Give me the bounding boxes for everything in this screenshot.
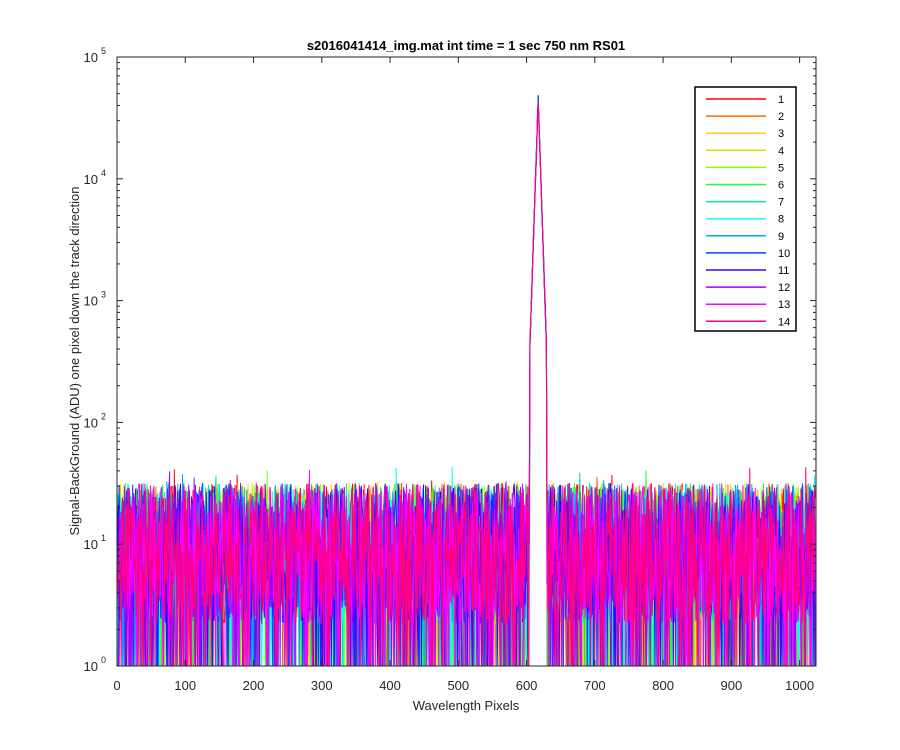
series-layer (117, 94, 816, 666)
y-axis-label: Signal-BackGround (ADU) one pixel down t… (67, 186, 82, 535)
y-tick-base: 10 (84, 172, 98, 187)
x-tick-label: 1000 (785, 678, 814, 693)
x-tick-label: 700 (584, 678, 606, 693)
series-line-14 (117, 101, 816, 666)
x-tick-label: 100 (174, 678, 196, 693)
x-axis: 0 100 200 300 400 500 600 700 800 900 1000 (113, 57, 814, 693)
x-tick-label: 600 (516, 678, 538, 693)
x-tick-label: 900 (721, 678, 743, 693)
x-tick-label: 500 (447, 678, 469, 693)
legend-label: 6 (778, 180, 784, 192)
legend-label: 9 (778, 231, 784, 243)
y-tick-exponent: 3 (101, 290, 106, 300)
legend-label: 14 (778, 316, 790, 328)
y-tick-label: 10 (84, 294, 98, 309)
y-tick-label: 10 (84, 50, 98, 65)
y-tick-exponent: 2 (101, 411, 106, 421)
axes-box (116, 56, 817, 667)
x-tick-label: 200 (243, 678, 265, 693)
y-tick-label: 10 (84, 659, 98, 674)
legend-label: 5 (778, 162, 784, 174)
y-tick-base: 10 (84, 659, 98, 674)
y-tick-exponent: 5 (101, 46, 106, 56)
y-tick-exponent: 0 (101, 655, 106, 665)
legend-label: 7 (778, 197, 784, 209)
legend-label: 4 (778, 145, 784, 157)
y-tick-label: 10 (84, 172, 98, 187)
chart-title: s2016041414_img.mat int time = 1 sec 750… (307, 38, 625, 53)
legend-label: 13 (778, 299, 790, 311)
y-tick-exponent: 1 (101, 533, 106, 543)
x-tick-label: 400 (379, 678, 401, 693)
x-tick-label: 0 (113, 678, 120, 693)
legend-label: 2 (778, 111, 784, 123)
y-tick-base: 10 (84, 537, 98, 552)
x-axis-label: Wavelength Pixels (413, 698, 520, 713)
legend-label: 1 (778, 94, 784, 106)
legend-box (694, 86, 797, 332)
y-tick-exponent: 4 (101, 168, 106, 178)
legend-label: 11 (778, 265, 789, 277)
y-tick-label: 10 (84, 415, 98, 430)
legend-label: 10 (778, 248, 790, 260)
legend-label: 8 (778, 214, 784, 226)
y-tick-base: 10 (84, 50, 98, 65)
y-tick-base: 10 (84, 415, 98, 430)
legend-label: 12 (778, 282, 790, 294)
y-tick-label: 10 (84, 537, 98, 552)
legend-label: 3 (778, 128, 784, 140)
y-tick-base: 10 (84, 294, 98, 309)
x-tick-label: 300 (311, 678, 333, 693)
x-tick-label: 800 (652, 678, 674, 693)
